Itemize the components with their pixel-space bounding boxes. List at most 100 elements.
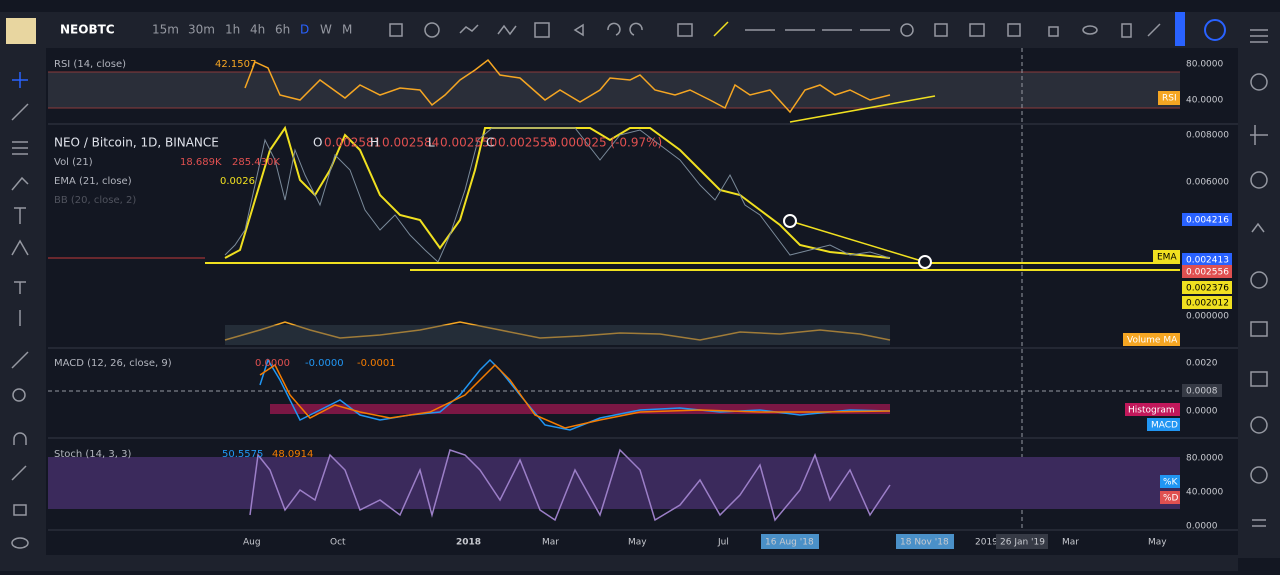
ohlc-value: L (428, 136, 435, 150)
bottom-bar (0, 555, 1238, 571)
ohlc-value: O (313, 136, 322, 150)
time-axis-label: 26 Jan '19 (1000, 538, 1045, 548)
volume-ma (224, 321, 891, 341)
macd-axis: 0.0008 (1186, 387, 1218, 397)
rsi-badge-text: RSI (1162, 94, 1177, 104)
time-axis-label: Oct (330, 538, 346, 548)
interval-button[interactable]: W (320, 23, 332, 37)
rsi-line (244, 58, 891, 114)
symbol[interactable]: NEOBTC (60, 23, 115, 37)
price-badge (1182, 265, 1232, 278)
rsi-value: 42.1507 (215, 59, 256, 70)
vol-value: 18.689K (180, 157, 222, 168)
macd-title: MACD (12, 26, close, 9) (54, 358, 172, 369)
stoch-band (48, 457, 1180, 509)
volume-bars (225, 325, 890, 345)
avatar[interactable] (6, 18, 36, 44)
macd-value: -0.0000 (305, 358, 344, 369)
interval-button[interactable]: M (342, 23, 352, 37)
interval-button[interactable]: 6h (275, 23, 290, 37)
interval-button[interactable]: 4h (250, 23, 265, 37)
time-axis-label: Aug (243, 538, 261, 548)
stoch-axis: 0.0000 (1186, 522, 1218, 532)
stoch-axis: 40.0000 (1186, 488, 1223, 498)
right-sidebar (1238, 12, 1280, 558)
time-axis-label: May (1148, 538, 1167, 548)
signal-line (259, 363, 891, 429)
price-axis-label: 0.006000 (1186, 178, 1229, 188)
time-axis-label: 18 Nov '18 (900, 538, 949, 548)
stoch-value: 48.0914 (272, 449, 313, 460)
left-toolbar (0, 48, 46, 558)
replay-button[interactable] (1204, 19, 1226, 41)
ohlc-value: 0.002555 (498, 136, 555, 150)
time-badge (996, 534, 1048, 549)
stoch-value: 50.5575 (222, 449, 263, 460)
price-axis-label: 0.002556 (1186, 268, 1229, 278)
macd-badge-text: MACD (1151, 421, 1178, 431)
interval-button[interactable]: 30m (188, 23, 215, 37)
k-badge (1160, 475, 1180, 488)
ohlc-value: 0.002584 (382, 136, 439, 150)
time-axis-label: Mar (542, 538, 559, 548)
ema-value: 0.0026 (220, 176, 255, 187)
macd-histogram (270, 404, 890, 414)
ohlc-value: H (370, 136, 379, 150)
stoch-title: Stoch (14, 3, 3) (54, 449, 131, 460)
price-candles (224, 127, 891, 263)
d-badge (1160, 491, 1180, 504)
interval-button[interactable]: D (300, 23, 309, 37)
price-axis-label: 0.004216 (1186, 216, 1229, 226)
vol-value: 285.430K (232, 157, 280, 168)
rsi-badge (1158, 91, 1180, 105)
histogram-text: Histogram (1128, 406, 1175, 416)
vol-label: Vol (21) (54, 157, 93, 168)
time-axis-label: 2019 (975, 538, 998, 548)
macd-axis: 0.0020 (1186, 359, 1218, 369)
ohlc-value: C (486, 136, 494, 150)
rsi-axis: 40.0000 (1186, 96, 1223, 106)
ohlc-value: 0.002550 (440, 136, 497, 150)
price-axis-label: 0.002376 (1186, 284, 1229, 294)
price-axis-label: 0.000000 (1186, 312, 1229, 322)
volume-ma-text: Volume MA (1127, 336, 1178, 346)
interval-button[interactable]: 1h (225, 23, 240, 37)
price-badge (1182, 253, 1232, 266)
macd-badge (1147, 418, 1180, 431)
trendline (789, 220, 926, 263)
price-axis-label: 0.002413 (1186, 256, 1229, 266)
histogram-badge (1125, 403, 1180, 416)
price-badge (1182, 296, 1232, 309)
ohlc-value: -0.000025 (-0.97%) (545, 136, 662, 150)
trend-handle[interactable] (918, 255, 932, 269)
ema-badge (1153, 250, 1180, 263)
ema-line (224, 125, 891, 259)
sidebar-icons[interactable] (1250, 29, 1268, 527)
ohlc-value: 0.002581 (324, 136, 381, 150)
macd-value: 0.0000 (255, 358, 290, 369)
ema-badge-text: EMA (1157, 253, 1177, 263)
price-axis-label: 0.002012 (1186, 299, 1229, 309)
stoch-axis: 80.0000 (1186, 454, 1223, 464)
toolbar-icons (389, 21, 1161, 38)
rsi-axis: 80.0000 (1186, 60, 1223, 70)
volume-ma-badge (1123, 333, 1180, 346)
d-badge-text: %D (1163, 494, 1179, 504)
main-title: NEO / Bitcoin, 1D, BINANCE (54, 136, 219, 150)
time-axis-label: 2018 (456, 538, 481, 548)
drawing-tools[interactable] (11, 72, 29, 549)
rsi-trendline (789, 95, 936, 123)
rsi-band (48, 72, 1180, 108)
trend-handle[interactable] (783, 214, 797, 228)
time-axis-label: Jul (717, 538, 729, 548)
interval-button[interactable]: 15m (152, 23, 179, 37)
macd-axis: 0.0000 (1186, 407, 1218, 417)
bb-label: BB (20, close, 2) (54, 195, 136, 206)
time-axis-label: May (628, 538, 647, 548)
k-badge-text: %K (1163, 478, 1179, 488)
ema-label: EMA (21, close) (54, 176, 132, 187)
time-badge (761, 534, 819, 549)
price-badge (1182, 281, 1232, 294)
stoch-line (249, 448, 891, 522)
time-axis-label: Mar (1062, 538, 1079, 548)
